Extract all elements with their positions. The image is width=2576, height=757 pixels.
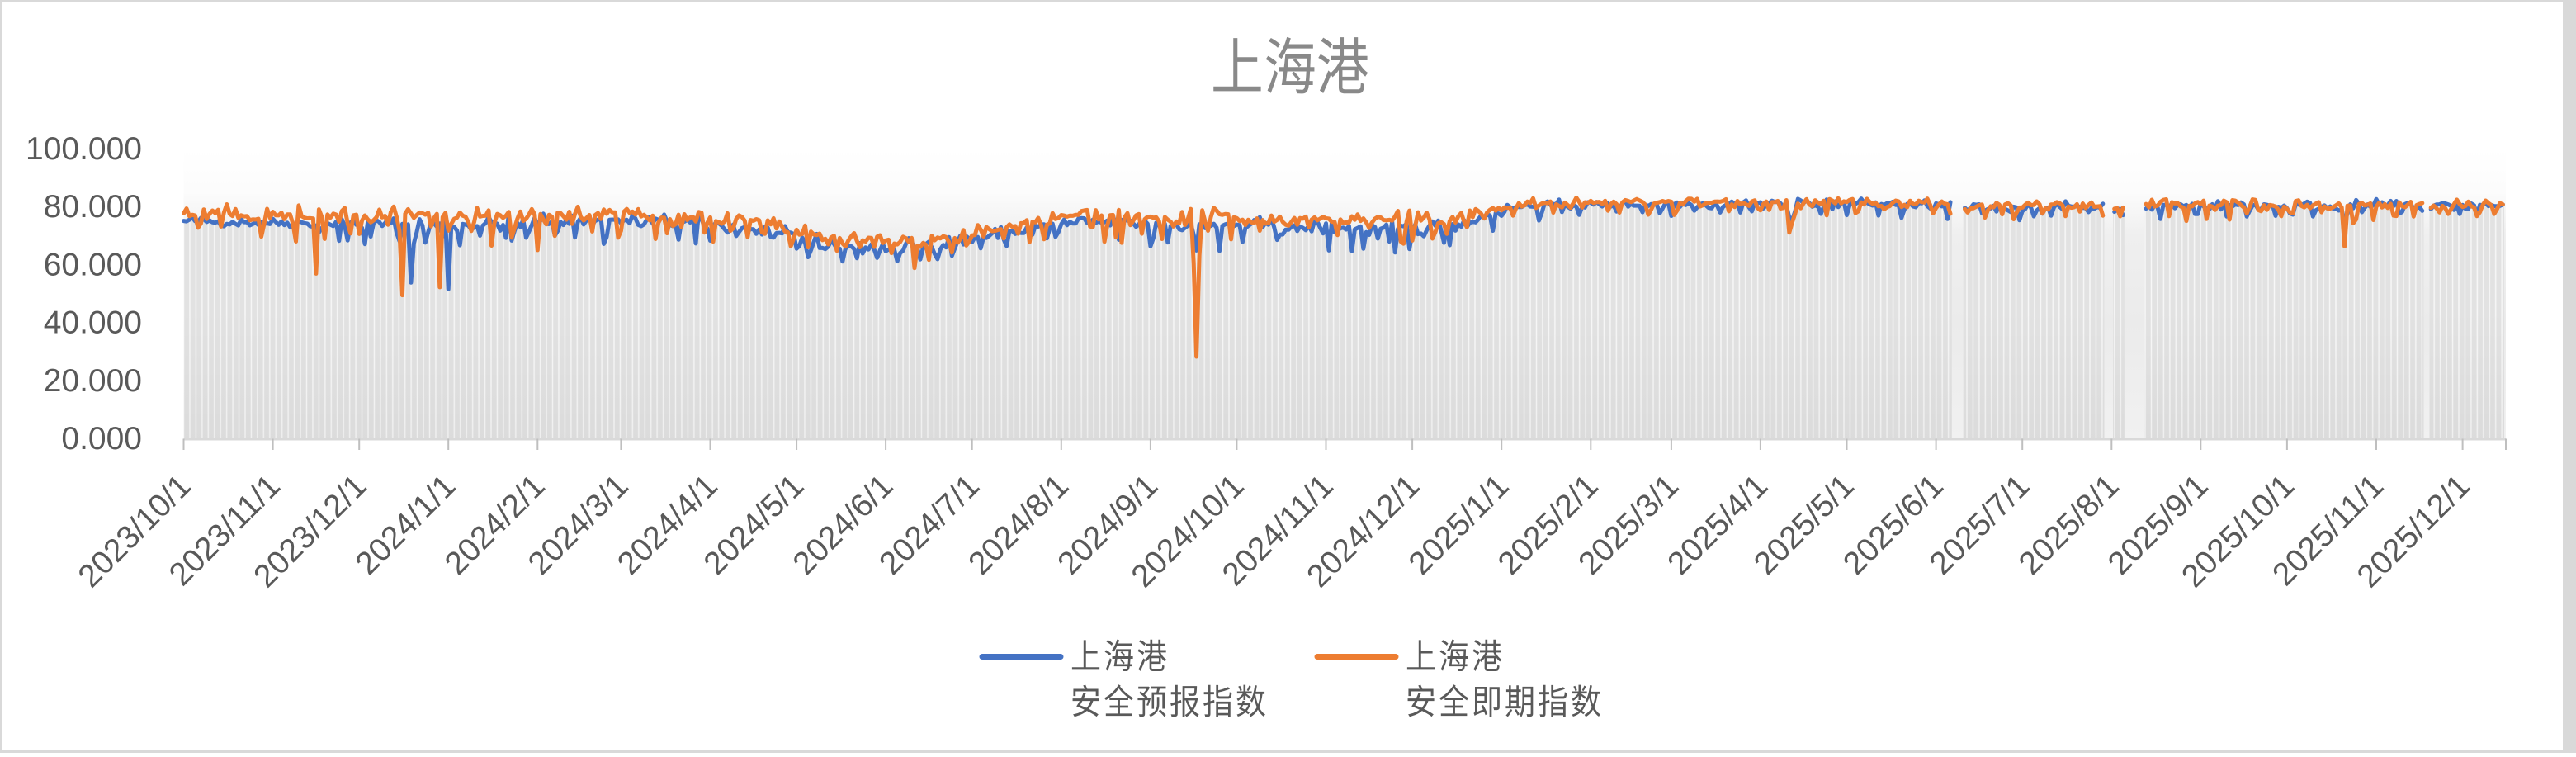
svg-text:60.000: 60.000: [44, 247, 142, 282]
svg-text:0.000: 0.000: [61, 421, 142, 457]
svg-text:20.000: 20.000: [44, 363, 142, 399]
svg-text:80.000: 80.000: [44, 189, 142, 225]
svg-text:40.000: 40.000: [44, 305, 142, 341]
svg-text:100.000: 100.000: [26, 131, 142, 167]
